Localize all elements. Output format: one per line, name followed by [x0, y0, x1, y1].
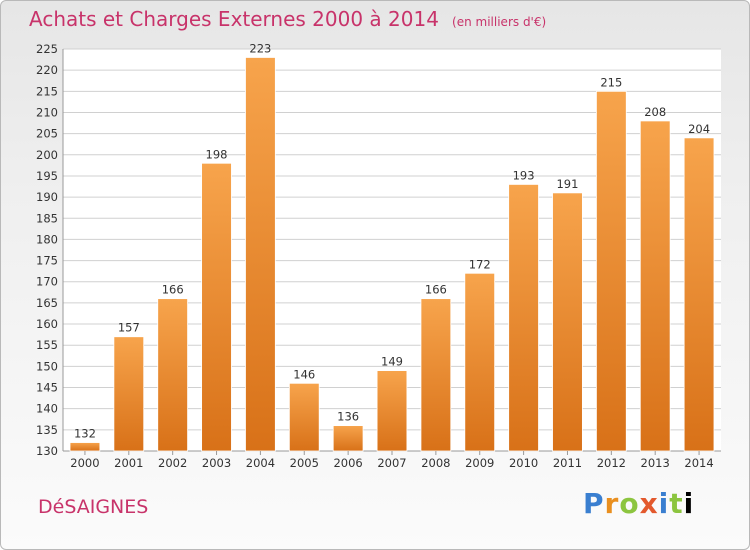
x-tick-label-2003: 2003 — [202, 456, 231, 470]
bar-2014 — [683, 137, 715, 452]
logo-letter: o — [619, 487, 640, 520]
logo-letter: i — [658, 487, 670, 520]
y-tick-label: 185 — [36, 211, 58, 225]
y-tick-label: 145 — [36, 381, 58, 395]
bar-2012 — [596, 90, 627, 452]
x-tick-label-2007: 2007 — [377, 456, 406, 470]
y-tick-label: 180 — [36, 232, 58, 246]
x-tick-label-2001: 2001 — [114, 456, 143, 470]
x-tick-label-2010: 2010 — [509, 456, 538, 470]
y-tick-label: 225 — [36, 42, 58, 56]
bar-2002 — [157, 298, 188, 452]
y-tick-label: 210 — [36, 105, 58, 119]
bar-2007 — [376, 370, 408, 452]
value-label-2012: 215 — [600, 75, 622, 89]
x-tick-label-2013: 2013 — [641, 456, 670, 470]
logo-letter: t — [669, 487, 684, 520]
y-tick-label: 200 — [36, 148, 58, 162]
value-label-2008: 166 — [425, 283, 447, 297]
chart-subtitle: (en milliers d'€) — [452, 15, 547, 29]
y-tick-label: 175 — [36, 254, 58, 268]
value-label-2004: 223 — [249, 41, 271, 55]
logo-letter: i — [683, 487, 695, 520]
y-tick-label: 190 — [36, 190, 58, 204]
x-tick-label-2005: 2005 — [290, 456, 319, 470]
x-tick-label-2011: 2011 — [553, 456, 582, 470]
value-label-2007: 149 — [381, 355, 403, 369]
y-tick-label: 150 — [36, 359, 58, 373]
bar-2009 — [464, 272, 496, 452]
x-tick-label-2004: 2004 — [246, 456, 275, 470]
bar-2013 — [639, 120, 671, 452]
commune-name: DéSAIGNES — [38, 496, 149, 518]
x-tick-label-2000: 2000 — [70, 456, 99, 470]
value-label-2013: 208 — [644, 105, 666, 119]
value-label-2003: 198 — [206, 147, 228, 161]
y-tick-label: 220 — [36, 63, 58, 77]
x-tick-label-2009: 2009 — [465, 456, 494, 470]
y-tick-label: 205 — [36, 127, 58, 141]
y-tick-label: 160 — [36, 317, 58, 331]
title-row: Achats et Charges Externes 2000 à 2014 (… — [29, 7, 546, 31]
y-tick-label: 140 — [36, 402, 58, 416]
x-tick-label-2008: 2008 — [421, 456, 450, 470]
bar-2006 — [332, 425, 364, 452]
y-tick-label: 135 — [36, 423, 58, 437]
y-tick-label: 130 — [36, 444, 58, 458]
x-tick-label-2006: 2006 — [333, 456, 362, 470]
x-tick-label-2002: 2002 — [158, 456, 187, 470]
bar-2005 — [288, 382, 320, 452]
bar-2008 — [420, 298, 452, 452]
bar-2001 — [113, 336, 145, 452]
bar-2011 — [552, 192, 583, 452]
x-tick-label-2012: 2012 — [597, 456, 626, 470]
bar-2003 — [201, 162, 232, 452]
logo-letter: P — [583, 487, 605, 520]
proxiti-logo: Proxiti — [583, 487, 694, 520]
value-label-2005: 146 — [293, 367, 315, 381]
value-label-2014: 204 — [688, 122, 710, 136]
value-label-2009: 172 — [469, 257, 491, 271]
bar-2004 — [245, 57, 276, 452]
value-label-2011: 191 — [556, 177, 578, 191]
y-tick-label: 215 — [36, 84, 58, 98]
value-label-2006: 136 — [337, 410, 359, 424]
logo-letter: x — [639, 487, 659, 520]
bar-2000 — [69, 442, 101, 452]
x-tick-label-2014: 2014 — [684, 456, 713, 470]
value-label-2001: 157 — [118, 321, 140, 335]
y-tick-label: 195 — [36, 169, 58, 183]
chart-title: Achats et Charges Externes 2000 à 2014 — [29, 7, 439, 31]
y-tick-label: 170 — [36, 275, 58, 289]
value-label-2000: 132 — [74, 427, 96, 441]
value-label-2010: 193 — [513, 168, 535, 182]
value-label-2002: 166 — [162, 283, 184, 297]
logo-letter: r — [604, 487, 620, 520]
y-tick-label: 165 — [36, 296, 58, 310]
bar-2010 — [508, 184, 539, 452]
y-tick-label: 155 — [36, 338, 58, 352]
